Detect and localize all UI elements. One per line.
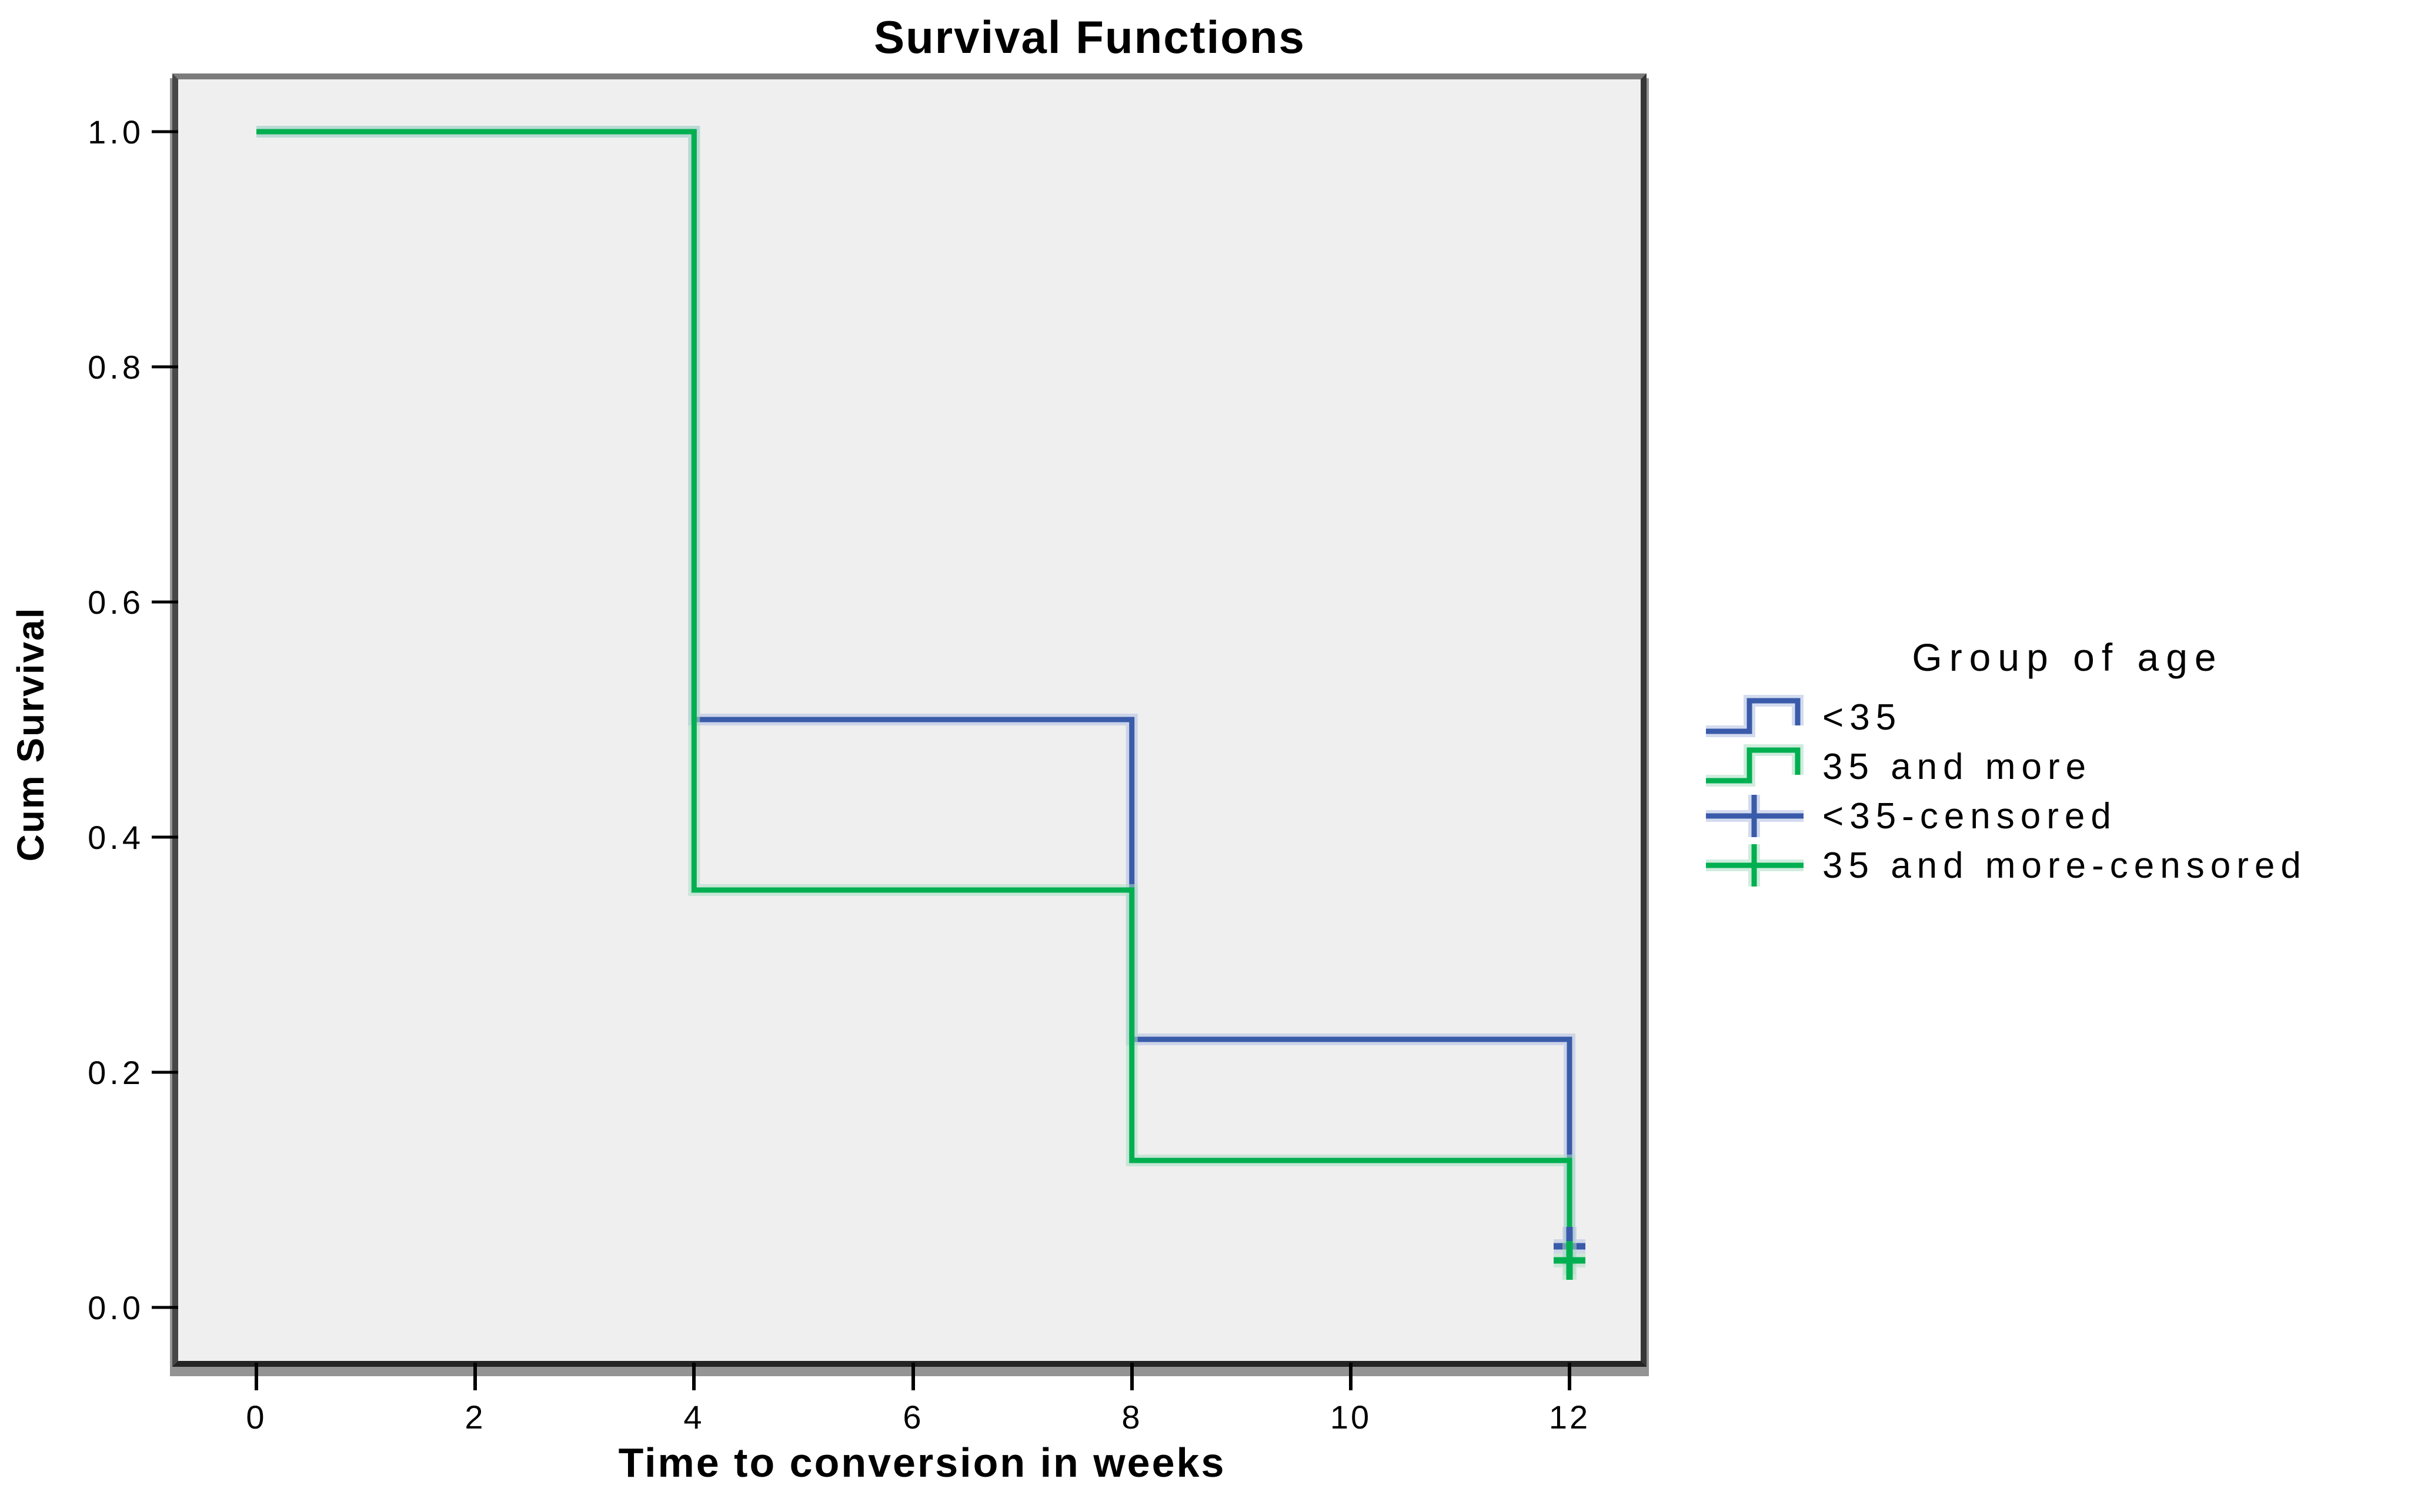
- legend-item-35-and-more: 35 and more: [1702, 742, 2420, 791]
- legend-label: <35: [1822, 697, 1902, 738]
- x-tick-label: 4: [683, 1399, 704, 1436]
- legend-item-under35: <35: [1702, 693, 2420, 742]
- legend-label: 35 and more: [1822, 746, 2092, 787]
- plot-area: [172, 73, 1647, 1367]
- x-tick-label: 0: [246, 1399, 267, 1436]
- legend-item-35-and-more-censored: 35 and more-censored: [1702, 841, 2420, 890]
- x-tick-label: 6: [903, 1399, 924, 1436]
- y-axis-title: Cum Survival: [9, 607, 52, 862]
- y-tick-label: 0.4: [88, 819, 144, 856]
- step-line-swatch-green-icon: [1706, 744, 1804, 787]
- x-tick-label: 10: [1330, 1399, 1372, 1436]
- x-tick-label: 12: [1548, 1399, 1591, 1436]
- x-axis-title: Time to conversion in weeks: [618, 1440, 1226, 1486]
- y-tick-label: 0.0: [88, 1289, 144, 1326]
- legend-label: 35 and more-censored: [1822, 845, 2307, 886]
- plus-marker-swatch-blue-icon: [1706, 795, 1804, 837]
- y-tick-label: 0.6: [88, 584, 144, 621]
- x-axis-ticks: [255, 1363, 1571, 1390]
- x-tick-label: 2: [465, 1399, 486, 1436]
- y-tick-label: 1.0: [88, 113, 144, 150]
- legend: <35 35 and more <35-censored 35 and more…: [1702, 693, 2420, 890]
- legend-item-under35-censored: <35-censored: [1702, 791, 2420, 841]
- plus-marker-swatch-green-icon: [1706, 844, 1804, 887]
- x-tick-label: 8: [1121, 1399, 1143, 1436]
- y-tick-label: 0.2: [88, 1054, 144, 1091]
- legend-title: Group of age: [1912, 635, 2223, 679]
- chart-title: Survival Functions: [874, 11, 1305, 63]
- step-line-swatch-blue-icon: [1706, 695, 1804, 737]
- legend-label: <35-censored: [1822, 795, 2117, 837]
- y-tick-label: 0.8: [88, 349, 144, 386]
